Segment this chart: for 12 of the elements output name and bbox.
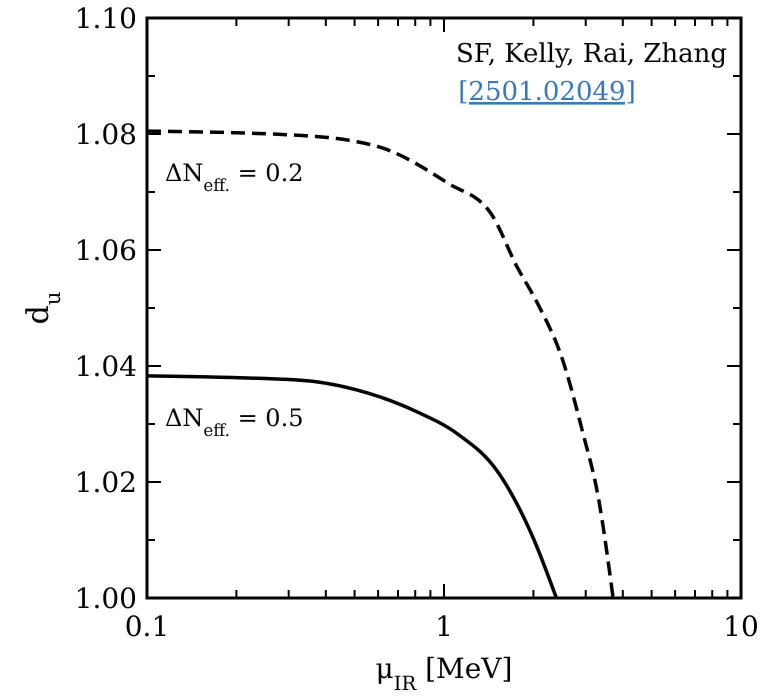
x-tick-label: 1 <box>435 610 453 643</box>
y-tick-label: 1.02 <box>74 466 137 499</box>
y-tick-label: 1.06 <box>74 234 137 267</box>
annotation: [2501.02049] <box>458 77 636 107</box>
y-tick-label: 1.10 <box>74 2 137 35</box>
annotation: SF, Kelly, Rai, Zhang <box>456 39 727 69</box>
y-tick-label: 1.08 <box>74 118 137 151</box>
x-axis-title: μ$_{IR}$ [MeV] <box>376 652 512 694</box>
series-label: ΔN$_{eff.}$ = 0.2 <box>165 159 304 196</box>
series-label: ΔN$_{eff.}$ = 0.5 <box>165 404 304 440</box>
y-tick-label: 1.04 <box>74 350 137 383</box>
x-tick-label: 10 <box>723 610 759 643</box>
